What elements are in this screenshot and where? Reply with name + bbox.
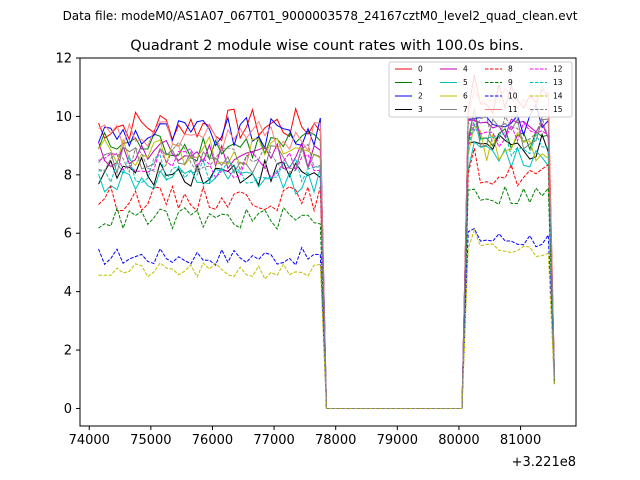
series-line-13	[98, 122, 555, 409]
legend-label-2: 2	[418, 92, 423, 101]
x-tick-label: 79000	[377, 433, 418, 448]
x-tick-label: 80000	[438, 433, 479, 448]
legend-label-10: 10	[508, 92, 518, 101]
series-line-3	[98, 132, 555, 409]
x-tick-label: 74000	[69, 433, 110, 448]
y-tick-label: 10	[55, 110, 72, 125]
x-tick-label: 75000	[130, 433, 171, 448]
plot-lines	[98, 74, 555, 409]
y-tick-label: 6	[64, 227, 72, 242]
y-tick-label: 8	[64, 168, 72, 183]
axis-ticks: 74000 75000 76000 77000 78000 79000 80000 81000…	[55, 52, 541, 449]
series-line-2	[98, 103, 555, 409]
y-tick-label: 2	[64, 344, 72, 359]
legend-label-6: 6	[463, 92, 468, 101]
x-offset-label: +3.221e8	[512, 455, 576, 470]
y-tick-label: 0	[64, 402, 72, 417]
series-line-10	[98, 227, 555, 409]
legend-label-15: 15	[553, 105, 563, 114]
x-tick-label: 81000	[500, 433, 541, 448]
legend-label-14: 14	[553, 92, 563, 101]
x-tick-label: 78000	[315, 433, 356, 448]
legend-label-11: 11	[508, 105, 518, 114]
series-line-15	[98, 115, 555, 409]
y-tick-label: 4	[64, 285, 72, 300]
series-line-9	[98, 185, 555, 409]
legend-label-0: 0	[418, 65, 423, 74]
chart-suptitle: Data file: modeM0/AS1A07_067T01_90000035…	[63, 9, 578, 23]
legend-label-12: 12	[553, 65, 563, 74]
chart-title: Quadrant 2 module wise count rates with …	[130, 38, 524, 54]
series-line-6	[98, 124, 555, 409]
y-tick-label: 12	[55, 52, 72, 67]
axes-frame	[79, 57, 577, 427]
x-tick-label: 77000	[253, 433, 294, 448]
legend-label-1: 1	[418, 78, 423, 87]
legend-label-7: 7	[463, 105, 468, 114]
legend-label-3: 3	[418, 105, 423, 114]
legend-label-4: 4	[463, 65, 468, 74]
legend-label-8: 8	[508, 65, 513, 74]
series-line-11	[98, 85, 555, 409]
series-line-14	[98, 228, 555, 409]
x-tick-label: 76000	[192, 433, 233, 448]
legend-box	[388, 61, 573, 118]
legend-label-13: 13	[553, 78, 563, 87]
series-line-8	[98, 148, 555, 409]
legend-label-5: 5	[463, 78, 468, 87]
legend-label-9: 9	[508, 78, 513, 87]
